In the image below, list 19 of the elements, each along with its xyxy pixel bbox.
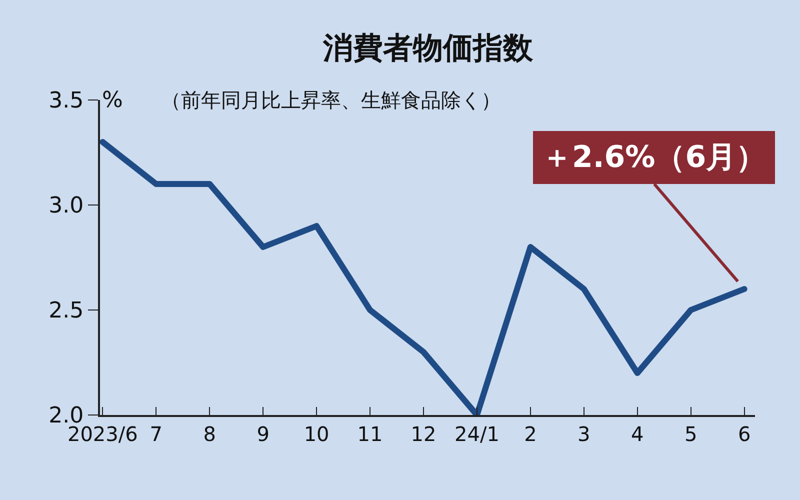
x-tick-label: 12 [410,422,436,446]
x-tick-label: 2 [524,422,537,446]
x-tick-label: 3 [578,422,590,446]
x-tick-label: 10 [304,422,330,446]
y-tick-label: 2.5 [48,298,84,324]
x-tick-label: 11 [357,422,383,446]
x-tick-label: 24/1 [454,422,500,446]
y-tick-label: 3.0 [48,194,84,219]
x-tick-label: 8 [203,422,216,446]
y-axis-title: % [102,88,123,113]
x-tick-label: 5 [684,422,698,446]
x-tick-label: 9 [256,422,270,446]
chart-title: 消費者物価指数 [322,31,534,66]
x-tick-label: 7 [150,422,163,446]
x-tick-label: 6 [738,422,751,446]
y-tick-label: 3.5 [48,88,84,114]
chart-subtitle: （前年同月比上昇率、生鮮食品除く） [161,88,501,112]
x-tick-label: 4 [631,422,644,446]
annotation: ＋2.6%（6月） [542,140,766,175]
